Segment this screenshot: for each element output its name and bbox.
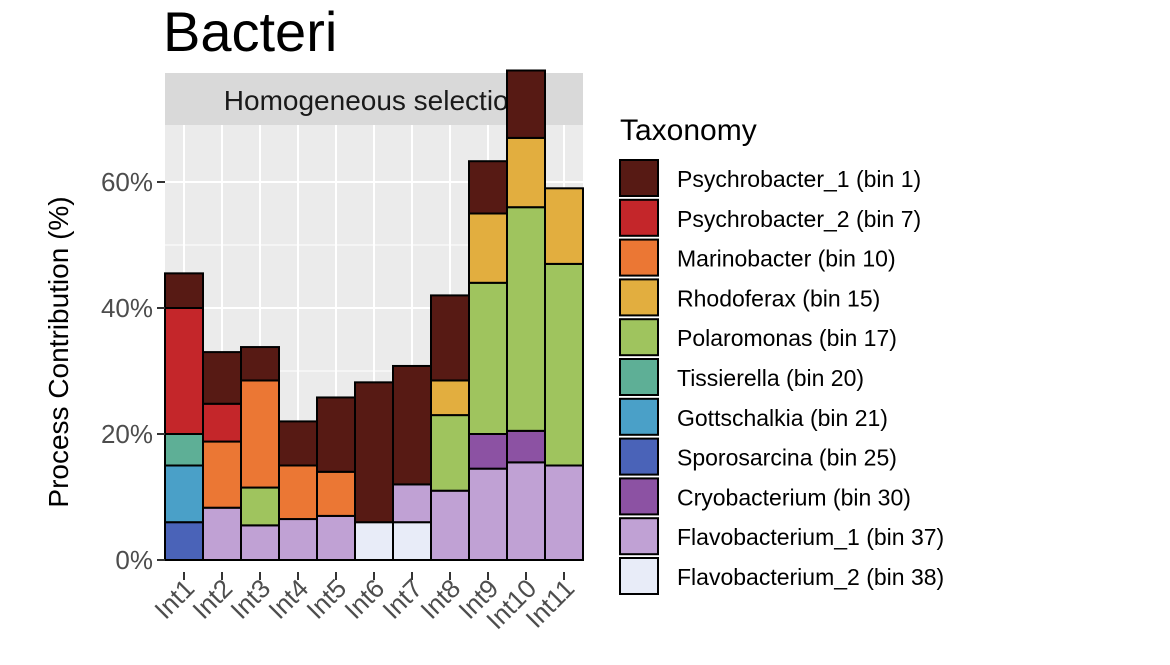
legend-swatch-8 <box>619 477 659 516</box>
bar-Int3-series-6 <box>240 486 280 527</box>
legend-swatch-7 <box>619 437 659 476</box>
legend: Psychrobacter_1 (bin 1) Psychrobacter_2 (… <box>619 159 944 595</box>
bar-Int9-series-6 <box>468 281 508 435</box>
bar-Int5-series-10 <box>316 396 356 473</box>
bar-Int11-series-7 <box>544 187 584 265</box>
bar-Int6-series-0 <box>354 521 394 562</box>
legend-label-4: Polaromonas (bin 17) <box>677 325 897 351</box>
y-tick-label-3: 60% <box>101 167 153 197</box>
legend-label-10: Flavobacterium_2 (bin 38) <box>677 564 944 590</box>
legend-label-8: Cryobacterium (bin 30) <box>677 484 911 510</box>
bar-Int5-series-8 <box>316 470 356 517</box>
bar-Int8-series-10 <box>430 294 470 382</box>
bar-Int7-series-1 <box>392 483 432 524</box>
y-tick-label-1: 20% <box>101 419 153 449</box>
legend-label-2: Marinobacter (bin 10) <box>677 246 896 272</box>
bar-Int11-series-1 <box>544 464 584 561</box>
y-axis: 0% 20% 40% 60% <box>101 167 165 575</box>
x-axis: Int1Int2Int3Int4Int5Int6Int7Int8Int9Int1… <box>148 572 580 635</box>
y-tick-label-2: 40% <box>101 293 153 323</box>
bar-Int11-series-6 <box>544 262 584 467</box>
bar-Int10-series-2 <box>506 429 546 464</box>
bar-Int4-series-8 <box>278 464 318 521</box>
bar-Int4-series-10 <box>278 420 318 467</box>
legend-label-9: Flavobacterium_1 (bin 37) <box>677 524 944 550</box>
legend-swatch-9 <box>619 517 659 556</box>
legend-swatch-0 <box>619 159 659 197</box>
legend-swatch-3 <box>619 278 659 317</box>
legend-title: Taxonomy <box>620 114 757 147</box>
bar-Int1-series-5 <box>164 433 204 467</box>
bar-Int2-series-1 <box>202 506 242 561</box>
bar-Int7-series-0 <box>392 521 432 562</box>
bar-Int8-series-7 <box>430 379 470 417</box>
legend-swatch-5 <box>619 358 659 396</box>
bar-Int10-series-6 <box>506 206 546 432</box>
legend-swatch-1 <box>619 198 659 237</box>
bar-Int1-series-3 <box>164 521 204 562</box>
legend-swatch-2 <box>619 238 659 277</box>
bar-Int1-series-4 <box>164 464 204 524</box>
bar-Int2-series-10 <box>202 351 242 405</box>
bar-Int7-series-10 <box>392 364 432 486</box>
y-axis-label: Process Contribution (%) <box>43 196 74 507</box>
bar-Int6-series-10 <box>354 381 394 524</box>
legend-swatch-10 <box>619 557 659 595</box>
legend-swatch-6 <box>619 397 659 436</box>
legend-label-3: Rhodoferax (bin 15) <box>677 285 880 311</box>
legend-swatch-4 <box>619 318 659 357</box>
bar-Int10-series-7 <box>506 136 546 209</box>
legend-label-7: Sporosarcina (bin 25) <box>677 445 897 471</box>
y-tick-label-0: 0% <box>115 545 153 575</box>
bar-Int3-series-10 <box>240 346 280 382</box>
bar-Int2-series-9 <box>202 402 242 443</box>
bar-Int9-series-1 <box>468 467 508 561</box>
bars <box>164 69 584 562</box>
legend-label-6: Gottschalkia (bin 21) <box>677 405 888 431</box>
bar-Int9-series-7 <box>468 212 508 284</box>
bar-Int4-series-1 <box>278 518 318 561</box>
chart-title: Bacteri <box>163 0 338 63</box>
facet-label: Homogeneous selection <box>224 85 524 116</box>
legend-label-1: Psychrobacter_2 (bin 7) <box>677 206 921 232</box>
bar-Int10-series-1 <box>506 461 546 562</box>
bar-Int9-series-10 <box>468 160 508 215</box>
bar-Int3-series-1 <box>240 524 280 561</box>
bar-Int8-series-1 <box>430 489 470 562</box>
legend-label-5: Tissierella (bin 20) <box>677 365 864 391</box>
bar-Int5-series-1 <box>316 514 356 562</box>
bar-Int3-series-8 <box>240 379 280 489</box>
bar-Int8-series-6 <box>430 414 470 492</box>
legend-label-0: Psychrobacter_1 (bin 1) <box>677 166 921 192</box>
bar-Int2-series-8 <box>202 440 242 509</box>
bar-Int1-series-9 <box>164 307 204 435</box>
bar-Int10-series-10 <box>506 69 546 139</box>
bar-Int9-series-2 <box>468 433 508 470</box>
bar-Int1-series-10 <box>164 272 204 310</box>
